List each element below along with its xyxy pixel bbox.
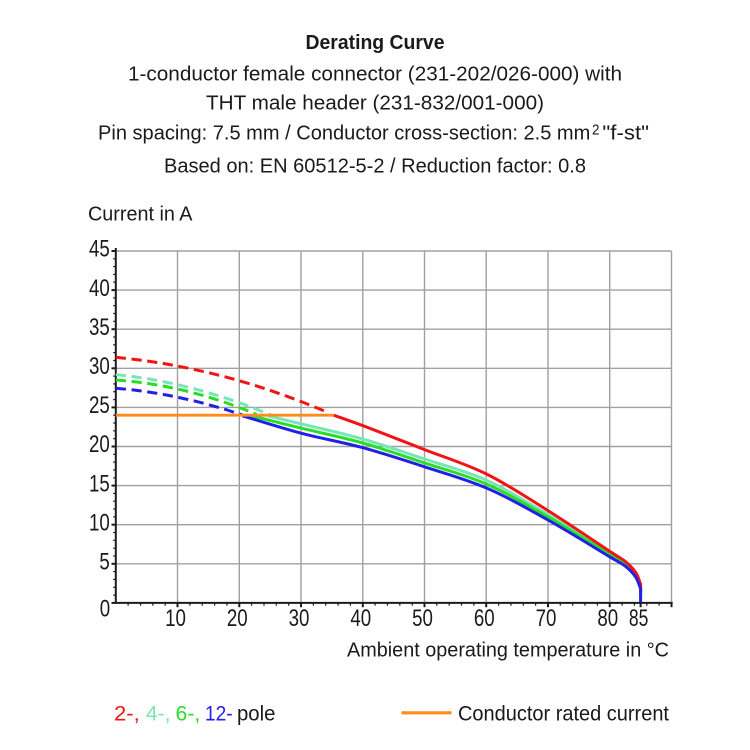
svg-text:30: 30 — [289, 605, 310, 632]
svg-text:70: 70 — [536, 605, 557, 632]
svg-text:Conductor rated current: Conductor rated current — [458, 703, 669, 726]
svg-text:30: 30 — [89, 353, 110, 380]
svg-text:40: 40 — [89, 275, 110, 302]
svg-text:Derating Curve: Derating Curve — [306, 31, 445, 54]
svg-text:Current in A: Current in A — [88, 202, 193, 225]
svg-text:6-,: 6-, — [176, 703, 201, 726]
svg-text:50: 50 — [412, 605, 433, 632]
svg-text:5: 5 — [99, 548, 109, 575]
svg-text:2-,: 2-, — [114, 703, 140, 726]
svg-text:85: 85 — [629, 605, 649, 632]
svg-text:2: 2 — [592, 123, 600, 139]
svg-text:60: 60 — [474, 605, 495, 632]
svg-text:1-conductor female connector (: 1-conductor female connector (231-202/02… — [128, 63, 622, 86]
svg-text:0: 0 — [100, 595, 110, 622]
svg-text:Pin spacing: 7.5 mm / Conducto: Pin spacing: 7.5 mm / Conductor cross-se… — [98, 122, 590, 145]
svg-text:THT male header (231-832/001-0: THT male header (231-832/001-000) — [206, 92, 544, 115]
svg-text:45: 45 — [89, 236, 110, 263]
svg-text:25: 25 — [89, 392, 110, 419]
svg-text:"f-st": "f-st" — [602, 122, 649, 145]
svg-text:Ambient operating temperature: Ambient operating temperature in °C — [347, 638, 669, 661]
svg-text:80: 80 — [597, 605, 618, 632]
svg-text:15: 15 — [89, 470, 110, 497]
svg-text:pole: pole — [237, 703, 275, 726]
svg-text:Based on: EN 60512-5-2 / Reduc: Based on: EN 60512-5-2 / Reduction facto… — [164, 154, 586, 177]
svg-text:12-: 12- — [205, 703, 233, 726]
svg-text:40: 40 — [350, 605, 371, 632]
svg-text:20: 20 — [227, 605, 248, 632]
svg-text:35: 35 — [89, 314, 110, 341]
svg-text:20: 20 — [89, 431, 110, 458]
svg-text:10: 10 — [89, 509, 110, 536]
svg-text:10: 10 — [165, 605, 186, 632]
svg-text:4-,: 4-, — [146, 703, 171, 726]
